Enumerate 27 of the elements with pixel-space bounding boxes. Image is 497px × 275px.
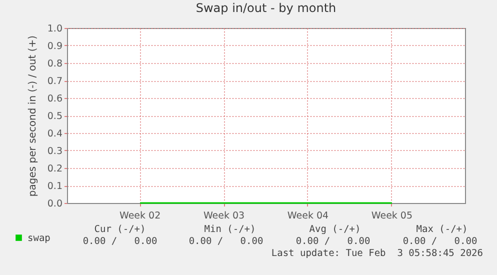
text: 0.00 / 0.00 <box>82 236 158 247</box>
y-tick-label: 0.8 <box>47 58 62 70</box>
y-tick-label: 0.2 <box>47 164 62 174</box>
y-tick-label: 0.5 <box>47 111 62 122</box>
legend-label: swap <box>28 232 51 244</box>
y-tick-label: 0.9 <box>47 41 62 52</box>
x-tick-label: Week 05 <box>371 210 413 222</box>
text: Min (-/+) <box>204 224 256 235</box>
x-tick-label: Week 03 <box>203 210 245 222</box>
x-tick-label: Week 02 <box>119 210 161 222</box>
y-axis-title: pages per second in (-) / out (+) <box>27 35 38 197</box>
y-tick-label: 0.6 <box>47 94 62 104</box>
text: 0.00 / 0.00 <box>402 236 478 247</box>
x-tick-label: Week 04 <box>287 210 329 222</box>
chart-title: Swap in/out - by month <box>196 1 336 15</box>
y-tick-label: 0.7 <box>47 76 62 87</box>
text: Max (-/+) <box>416 224 468 235</box>
y-tick-label: 0.1 <box>47 181 62 192</box>
text: Avg (-/+) <box>309 224 361 235</box>
y-tick-label: 0.0 <box>47 198 62 210</box>
text: 0.00 / 0.00 <box>296 236 370 247</box>
y-tick-label: 1.0 <box>47 24 62 34</box>
text: Cur (-/+) <box>94 224 146 235</box>
text: 0.00 / 0.00 <box>188 236 264 247</box>
text: Last update: Tue Feb 3 05:58:45 2026 <box>271 248 483 259</box>
y-tick-label: 0.4 <box>47 128 62 140</box>
y-tick-label: 0.3 <box>47 146 62 157</box>
